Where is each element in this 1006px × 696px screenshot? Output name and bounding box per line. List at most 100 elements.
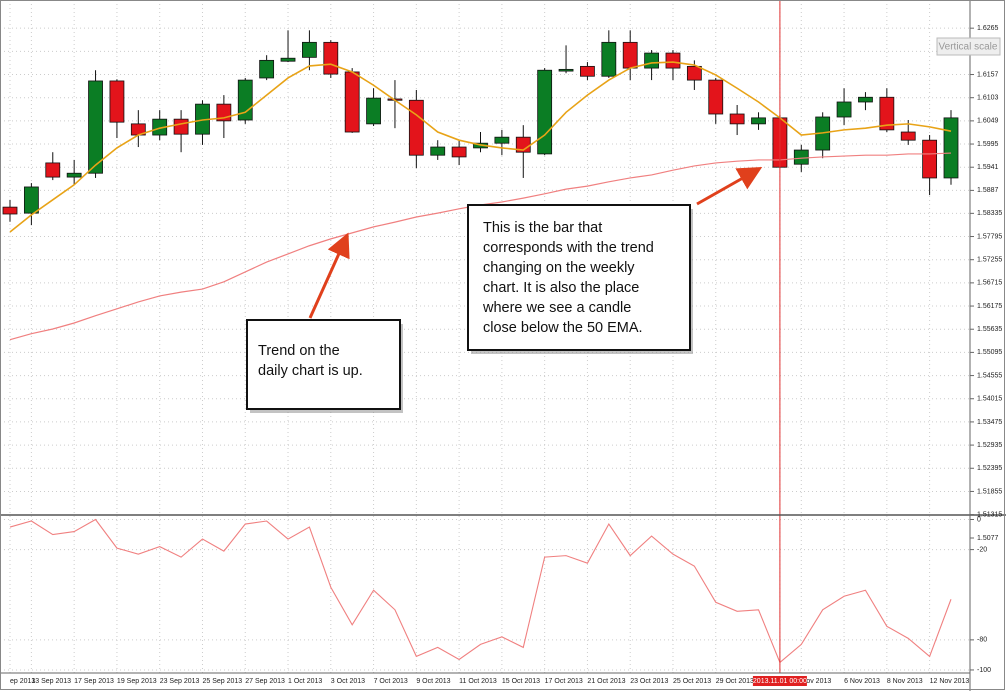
x-tick-label: 21 Oct 2013: [587, 678, 625, 685]
vertical-scale-label[interactable]: Vertical scale: [939, 42, 998, 53]
y-tick-label: 1.57795: [977, 233, 1002, 240]
candle-body: [537, 69, 553, 155]
candle-body: [408, 99, 424, 156]
candle-body: [686, 65, 702, 81]
y-tick-label: 1.52935: [977, 442, 1002, 449]
y-tick-label: 1.6157: [977, 71, 999, 78]
x-tick-label: 23 Oct 2013: [630, 678, 668, 685]
y-tick-label: 1.52395: [977, 465, 1002, 472]
y-tick-label: 1.53475: [977, 419, 1002, 426]
candle-body: [45, 162, 61, 178]
y-tick-label: 1.58335: [977, 210, 1002, 217]
candle-body: [729, 113, 745, 125]
candle-body: [451, 146, 467, 158]
annotation-line: daily chart is up.: [258, 363, 363, 379]
moving-average: [9, 61, 952, 233]
annotation-box: [246, 319, 401, 410]
x-tick-label: ep 2013: [10, 678, 35, 685]
candle-body: [879, 96, 895, 131]
candle-body: [708, 79, 724, 115]
x-tick-label: Nov 2013: [801, 678, 831, 685]
y-tick-label: 1.5887: [977, 187, 999, 194]
annotation-line: chart. It is also the place: [483, 280, 639, 296]
x-tick-label: 29 Oct 2013: [716, 678, 754, 685]
y-tick-label: 1.56715: [977, 280, 1002, 287]
annotation-line: close below the 50 EMA.: [483, 320, 643, 336]
candle-body: [494, 136, 510, 144]
candle-body: [173, 118, 189, 135]
x-tick-label: 13 Sep 2013: [31, 678, 71, 685]
candle-body: [259, 59, 275, 79]
candle-body: [323, 41, 339, 75]
candle-body: [23, 186, 39, 214]
x-tick-label: 7 Oct 2013: [374, 678, 408, 685]
candle-body: [302, 41, 317, 58]
y-tick-label: 1.6265: [977, 25, 999, 32]
candle-body: [751, 117, 766, 125]
candle-body: [2, 206, 18, 215]
candle-body: [858, 96, 873, 103]
annotation-box: [467, 204, 691, 351]
x-tick-label: 3 Oct 2013: [331, 678, 365, 685]
candle-body: [601, 41, 617, 77]
candle-body: [280, 57, 296, 62]
y-tick-label: 1.51855: [977, 488, 1002, 495]
x-tick-label: 15 Oct 2013: [502, 678, 540, 685]
candle-body: [109, 80, 125, 123]
candle-body: [644, 52, 659, 69]
annotation-text: Trend on the daily chart is up. This is th…: [258, 220, 654, 379]
crosshair-label: 2013.11.01 00:00: [753, 678, 807, 685]
candle-body: [344, 71, 360, 133]
x-tick-label: 17 Oct 2013: [545, 678, 583, 685]
candle-body: [836, 101, 852, 118]
x-tick-label: 25 Sep 2013: [202, 678, 242, 685]
vertical-scale-button[interactable]: [936, 37, 1001, 56]
y-tick-label: 1.54555: [977, 372, 1002, 379]
annotation-line: Trend on the: [258, 343, 340, 359]
candle-body: [66, 172, 82, 178]
x-tick-label: 12 Nov 2013: [930, 678, 970, 685]
y-tick-label: -100: [977, 667, 991, 674]
x-tick-label: 1 Oct 2013: [288, 678, 322, 685]
candle-body: [900, 131, 916, 141]
crosshair-label-box: [752, 676, 807, 686]
y-tick-label: -20: [977, 546, 987, 553]
y-tick-label: 1.57255: [977, 257, 1002, 264]
x-tick-label: 8 Nov 2013: [887, 678, 923, 685]
candle-body: [943, 117, 959, 179]
candle-body: [793, 149, 809, 165]
y-tick-label: 1.6049: [977, 118, 999, 125]
y-tick-label: 1.56175: [977, 303, 1002, 310]
x-tick-label: 23 Sep 2013: [160, 678, 200, 685]
x-tick-label: 11 Oct 2013: [459, 678, 497, 685]
indicator-line: [9, 518, 952, 664]
y-tick-label: -80: [977, 637, 987, 644]
annotation-line: corresponds with the trend: [483, 240, 654, 256]
y-tick-label: 1.5941: [977, 164, 999, 171]
candle-body: [366, 97, 381, 125]
annotations: Trend on the daily chart is up. This is th…: [246, 167, 763, 413]
y-tick-label: 0: [977, 516, 981, 523]
x-tick-label: 19 Sep 2013: [117, 678, 157, 685]
x-tick-label: 27 Sep 2013: [245, 678, 285, 685]
candle-body: [88, 80, 103, 174]
y-tick-label: 1.5077: [977, 535, 999, 542]
annotation-line: changing on the weekly: [483, 260, 635, 276]
plot: [2, 0, 959, 673]
candle-body: [922, 139, 938, 179]
candle-body: [430, 146, 446, 156]
candle-body: [580, 65, 595, 77]
arrow: [696, 167, 763, 206]
x-tick-label: 9 Oct 2013: [416, 678, 450, 685]
candle-body: [665, 52, 681, 69]
x-tick-label: 6 Nov 2013: [844, 678, 880, 685]
y-tick-label: 1.55635: [977, 326, 1002, 333]
y-tick-label: 1.6103: [977, 95, 999, 102]
y-tick-label: 1.55095: [977, 349, 1002, 356]
x-tick-label: 17 Sep 2013: [74, 678, 114, 685]
candle-body: [558, 68, 574, 72]
annotation-line: This is the bar that: [483, 220, 602, 236]
arrow: [308, 232, 350, 319]
